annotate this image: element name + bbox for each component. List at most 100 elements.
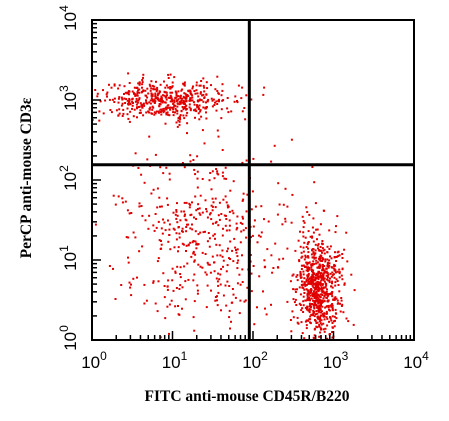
- data-point: [334, 284, 337, 287]
- data-point: [199, 109, 202, 112]
- data-point: [186, 122, 189, 125]
- data-point: [264, 265, 267, 268]
- data-point: [202, 106, 205, 109]
- y-tick-label: 103: [57, 85, 80, 111]
- data-point: [338, 268, 341, 271]
- data-point: [232, 180, 235, 183]
- data-point: [258, 275, 261, 278]
- data-point: [168, 303, 171, 306]
- data-point: [305, 324, 308, 327]
- data-point: [333, 298, 336, 301]
- data-point: [303, 288, 306, 291]
- data-point: [96, 95, 99, 98]
- data-point: [127, 256, 129, 259]
- data-point: [334, 281, 337, 284]
- data-point: [300, 309, 303, 312]
- data-point: [196, 284, 199, 287]
- data-point: [341, 278, 344, 281]
- data-point: [113, 83, 116, 86]
- data-point: [226, 206, 229, 209]
- data-point: [321, 268, 324, 271]
- data-point: [326, 264, 329, 267]
- data-point: [151, 105, 154, 108]
- data-point: [314, 279, 317, 282]
- data-point: [225, 214, 227, 217]
- data-point: [317, 275, 320, 278]
- data-point: [212, 234, 215, 237]
- data-point: [169, 248, 172, 251]
- data-point: [196, 243, 199, 246]
- data-point: [302, 304, 305, 307]
- data-point: [310, 297, 313, 300]
- data-point: [307, 278, 310, 281]
- data-point: [307, 274, 310, 277]
- data-point: [309, 308, 312, 311]
- data-point: [305, 280, 308, 283]
- data-point: [300, 283, 303, 286]
- data-point: [165, 106, 168, 109]
- data-point: [299, 274, 302, 276]
- data-point: [311, 279, 314, 282]
- data-point: [153, 98, 156, 101]
- data-point: [206, 100, 209, 103]
- data-point: [155, 97, 158, 100]
- data-point: [321, 251, 323, 254]
- data-point: [172, 111, 175, 114]
- data-point: [252, 225, 255, 228]
- data-point: [137, 167, 140, 169]
- data-point: [293, 301, 296, 304]
- data-point: [336, 299, 339, 302]
- data-point: [148, 135, 151, 138]
- data-point: [235, 222, 238, 225]
- data-point: [338, 271, 341, 274]
- data-point: [319, 287, 322, 290]
- data-point: [204, 230, 206, 233]
- data-point: [331, 303, 334, 305]
- data-point: [256, 306, 258, 309]
- data-point: [160, 100, 163, 103]
- data-point: [320, 328, 322, 330]
- data-point: [281, 223, 284, 226]
- data-point: [227, 111, 230, 114]
- data-point: [152, 188, 155, 191]
- data-point: [241, 199, 244, 202]
- data-point: [290, 138, 293, 141]
- data-point: [126, 209, 129, 212]
- data-point: [330, 319, 333, 322]
- data-point: [204, 253, 207, 255]
- data-point: [319, 246, 322, 248]
- data-point: [149, 102, 152, 105]
- data-point: [302, 273, 305, 276]
- data-point: [211, 197, 214, 200]
- data-point: [109, 109, 112, 111]
- data-point: [199, 110, 202, 113]
- data-point: [318, 295, 321, 298]
- data-point: [160, 97, 163, 100]
- data-point: [216, 90, 219, 92]
- data-point: [164, 229, 167, 232]
- data-point: [193, 273, 196, 276]
- data-point: [319, 326, 322, 329]
- data-point: [136, 107, 138, 110]
- data-point: [306, 263, 309, 266]
- data-point: [239, 221, 242, 224]
- data-point: [319, 223, 322, 226]
- data-point: [186, 262, 189, 265]
- data-point: [236, 215, 239, 218]
- data-point: [195, 247, 198, 250]
- data-point: [148, 83, 151, 86]
- data-point: [321, 266, 324, 268]
- data-point: [225, 218, 228, 220]
- data-point: [222, 227, 224, 230]
- data-point: [253, 323, 256, 326]
- data-point: [191, 201, 193, 204]
- data-point: [322, 277, 325, 280]
- data-point: [324, 286, 327, 289]
- data-point: [184, 218, 187, 221]
- data-point: [286, 247, 289, 250]
- data-point: [146, 87, 149, 90]
- data-point: [238, 273, 241, 276]
- data-point: [128, 100, 131, 103]
- data-point: [239, 299, 242, 302]
- data-point: [339, 310, 342, 313]
